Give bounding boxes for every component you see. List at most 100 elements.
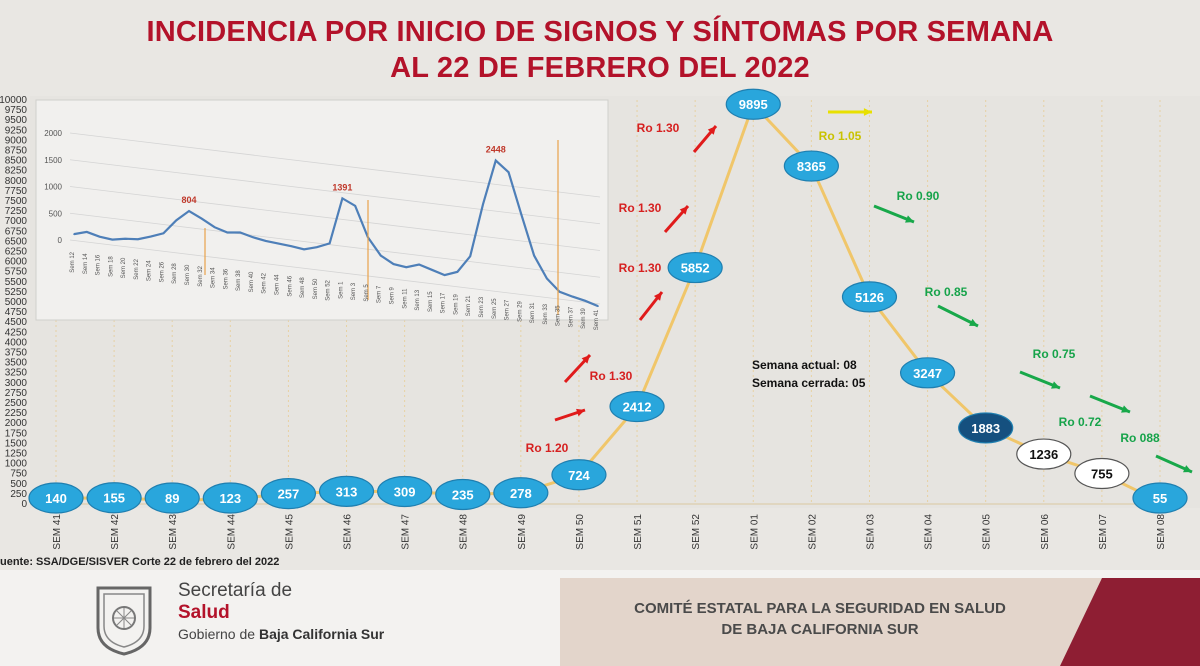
data-label: 1236 (1029, 447, 1058, 462)
x-tick-label: SEM 03 (865, 514, 876, 550)
inset-point (507, 171, 510, 173)
ro-arrow-head (653, 292, 662, 301)
source-note: uente: SSA/DGE/SISVER Corte 22 de febrer… (0, 556, 280, 568)
y-tick-label: 6750 (5, 226, 28, 237)
x-tick-label: SEM 02 (807, 514, 818, 550)
value-bubble (377, 475, 433, 508)
data-label: 3247 (913, 366, 942, 381)
x-tick-label: SEM 48 (459, 514, 470, 550)
y-tick-label: 1250 (5, 449, 28, 460)
inset-point (341, 197, 344, 200)
y-tick-label: 250 (10, 489, 27, 500)
x-tick-label: SEM 06 (1040, 514, 1051, 550)
inset-x-tick-label: Sem 44 (274, 274, 280, 295)
y-tick-label: 4250 (5, 327, 28, 338)
inset-gridline (69, 212, 601, 278)
inset-series-line (73, 158, 599, 308)
inset-point (264, 240, 267, 242)
inset-y-tick-label: 1500 (44, 156, 62, 165)
inset-point (149, 235, 152, 238)
brand-line-3: Gobierno de Baja California Sur (178, 626, 384, 642)
ro-label: Ro 0.75 (1033, 347, 1076, 361)
inset-x-tick-label: Sem 25 (492, 298, 498, 319)
inset-point (546, 277, 548, 280)
inset-point (431, 268, 433, 271)
ro-label: Ro 1.30 (619, 261, 662, 275)
title-line-2: AL 22 DE FEBRERO DEL 2022 (390, 52, 810, 84)
data-label: 257 (278, 487, 300, 502)
ro-arrow-head (1051, 381, 1060, 389)
ro-label: Ro 1.05 (819, 129, 862, 143)
ro-arrow-head (679, 206, 688, 215)
inset-point (277, 242, 280, 245)
inset-point (405, 266, 408, 269)
inset-point (443, 274, 446, 276)
inset-point (328, 242, 331, 245)
x-tick-label: SEM 46 (343, 514, 354, 550)
value-bubble (1132, 482, 1188, 514)
ro-arrow-head (863, 108, 872, 116)
inset-x-tick-label: Sem 40 (249, 271, 255, 292)
inset-gridline (69, 159, 601, 225)
value-bubble (260, 478, 317, 510)
y-tick-label: 9000 (5, 135, 28, 146)
value-bubble (493, 477, 549, 509)
y-tick-label: 3000 (5, 378, 28, 389)
y-tick-label: 2750 (5, 388, 28, 399)
x-tick-label: SEM 05 (982, 514, 993, 550)
inset-x-tick-label: Sem 30 (185, 264, 191, 285)
value-bubble (1016, 438, 1072, 470)
inset-x-tick-label: Sem 31 (530, 302, 536, 323)
data-label: 55 (1153, 491, 1167, 506)
ro-arrow-head (707, 126, 716, 135)
inset-x-tick-label: Sem 14 (83, 253, 89, 274)
x-tick-label: SEM 45 (284, 514, 295, 550)
inset-point (571, 295, 574, 298)
inset-point (456, 271, 459, 273)
inset-point (558, 291, 561, 293)
x-tick-label: SEM 42 (110, 514, 121, 550)
inset-point (316, 246, 318, 248)
y-tick-label: 9750 (5, 105, 28, 116)
y-tick-label: 9500 (5, 115, 28, 126)
ro-label: Ro 1.30 (619, 201, 662, 215)
x-tick-label: SEM 44 (226, 514, 237, 550)
inset-x-tick-label: Sem 41 (594, 309, 600, 330)
inset-point (201, 217, 203, 220)
x-tick-label: SEM 43 (168, 514, 179, 550)
ro-label: Ro 0.72 (1059, 415, 1102, 429)
inset-x-tick-label: Sem 29 (517, 301, 523, 322)
x-tick-label: SEM 49 (517, 514, 528, 550)
inset-y-tick-label: 500 (49, 209, 63, 218)
inset-x-tick-label: Sem 22 (134, 258, 140, 279)
x-tick-label: SEM 41 (52, 514, 63, 550)
inset-x-tick-label: Sem 12 (70, 251, 76, 272)
inset-x-tick-label: Sem 52 (326, 279, 332, 300)
inset-point (239, 231, 241, 234)
inset-x-tick-label: Sem 13 (415, 289, 421, 310)
ro-arrow-head (576, 408, 585, 417)
inset-x-tick-label: Sem 16 (96, 254, 102, 275)
y-tick-label: 4750 (5, 307, 28, 318)
data-label: 8365 (797, 159, 826, 174)
inset-y-tick-label: 2000 (44, 129, 62, 138)
inset-x-tick-label: Sem 26 (159, 261, 165, 282)
inset-point (124, 237, 126, 240)
ro-label: Ro 0.85 (925, 285, 968, 299)
x-tick-label: SEM 08 (1156, 514, 1167, 550)
inset-x-tick-label: Sem 36 (223, 268, 229, 289)
ro-arrow-head (1183, 465, 1192, 473)
y-tick-label: 1750 (5, 428, 28, 439)
value-bubble (86, 482, 142, 514)
inset-point (111, 238, 114, 241)
y-tick-label: 9250 (5, 125, 28, 136)
data-label: 155 (103, 491, 125, 506)
inset-x-tick-label: Sem 42 (262, 272, 268, 293)
inset-point (533, 254, 535, 257)
inset-x-tick-label: Sem 33 (543, 303, 549, 324)
value-bubble (28, 482, 84, 514)
inset-x-tick-label: Sem 38 (236, 270, 242, 291)
data-label: 2412 (623, 400, 652, 415)
inset-point (213, 226, 216, 229)
